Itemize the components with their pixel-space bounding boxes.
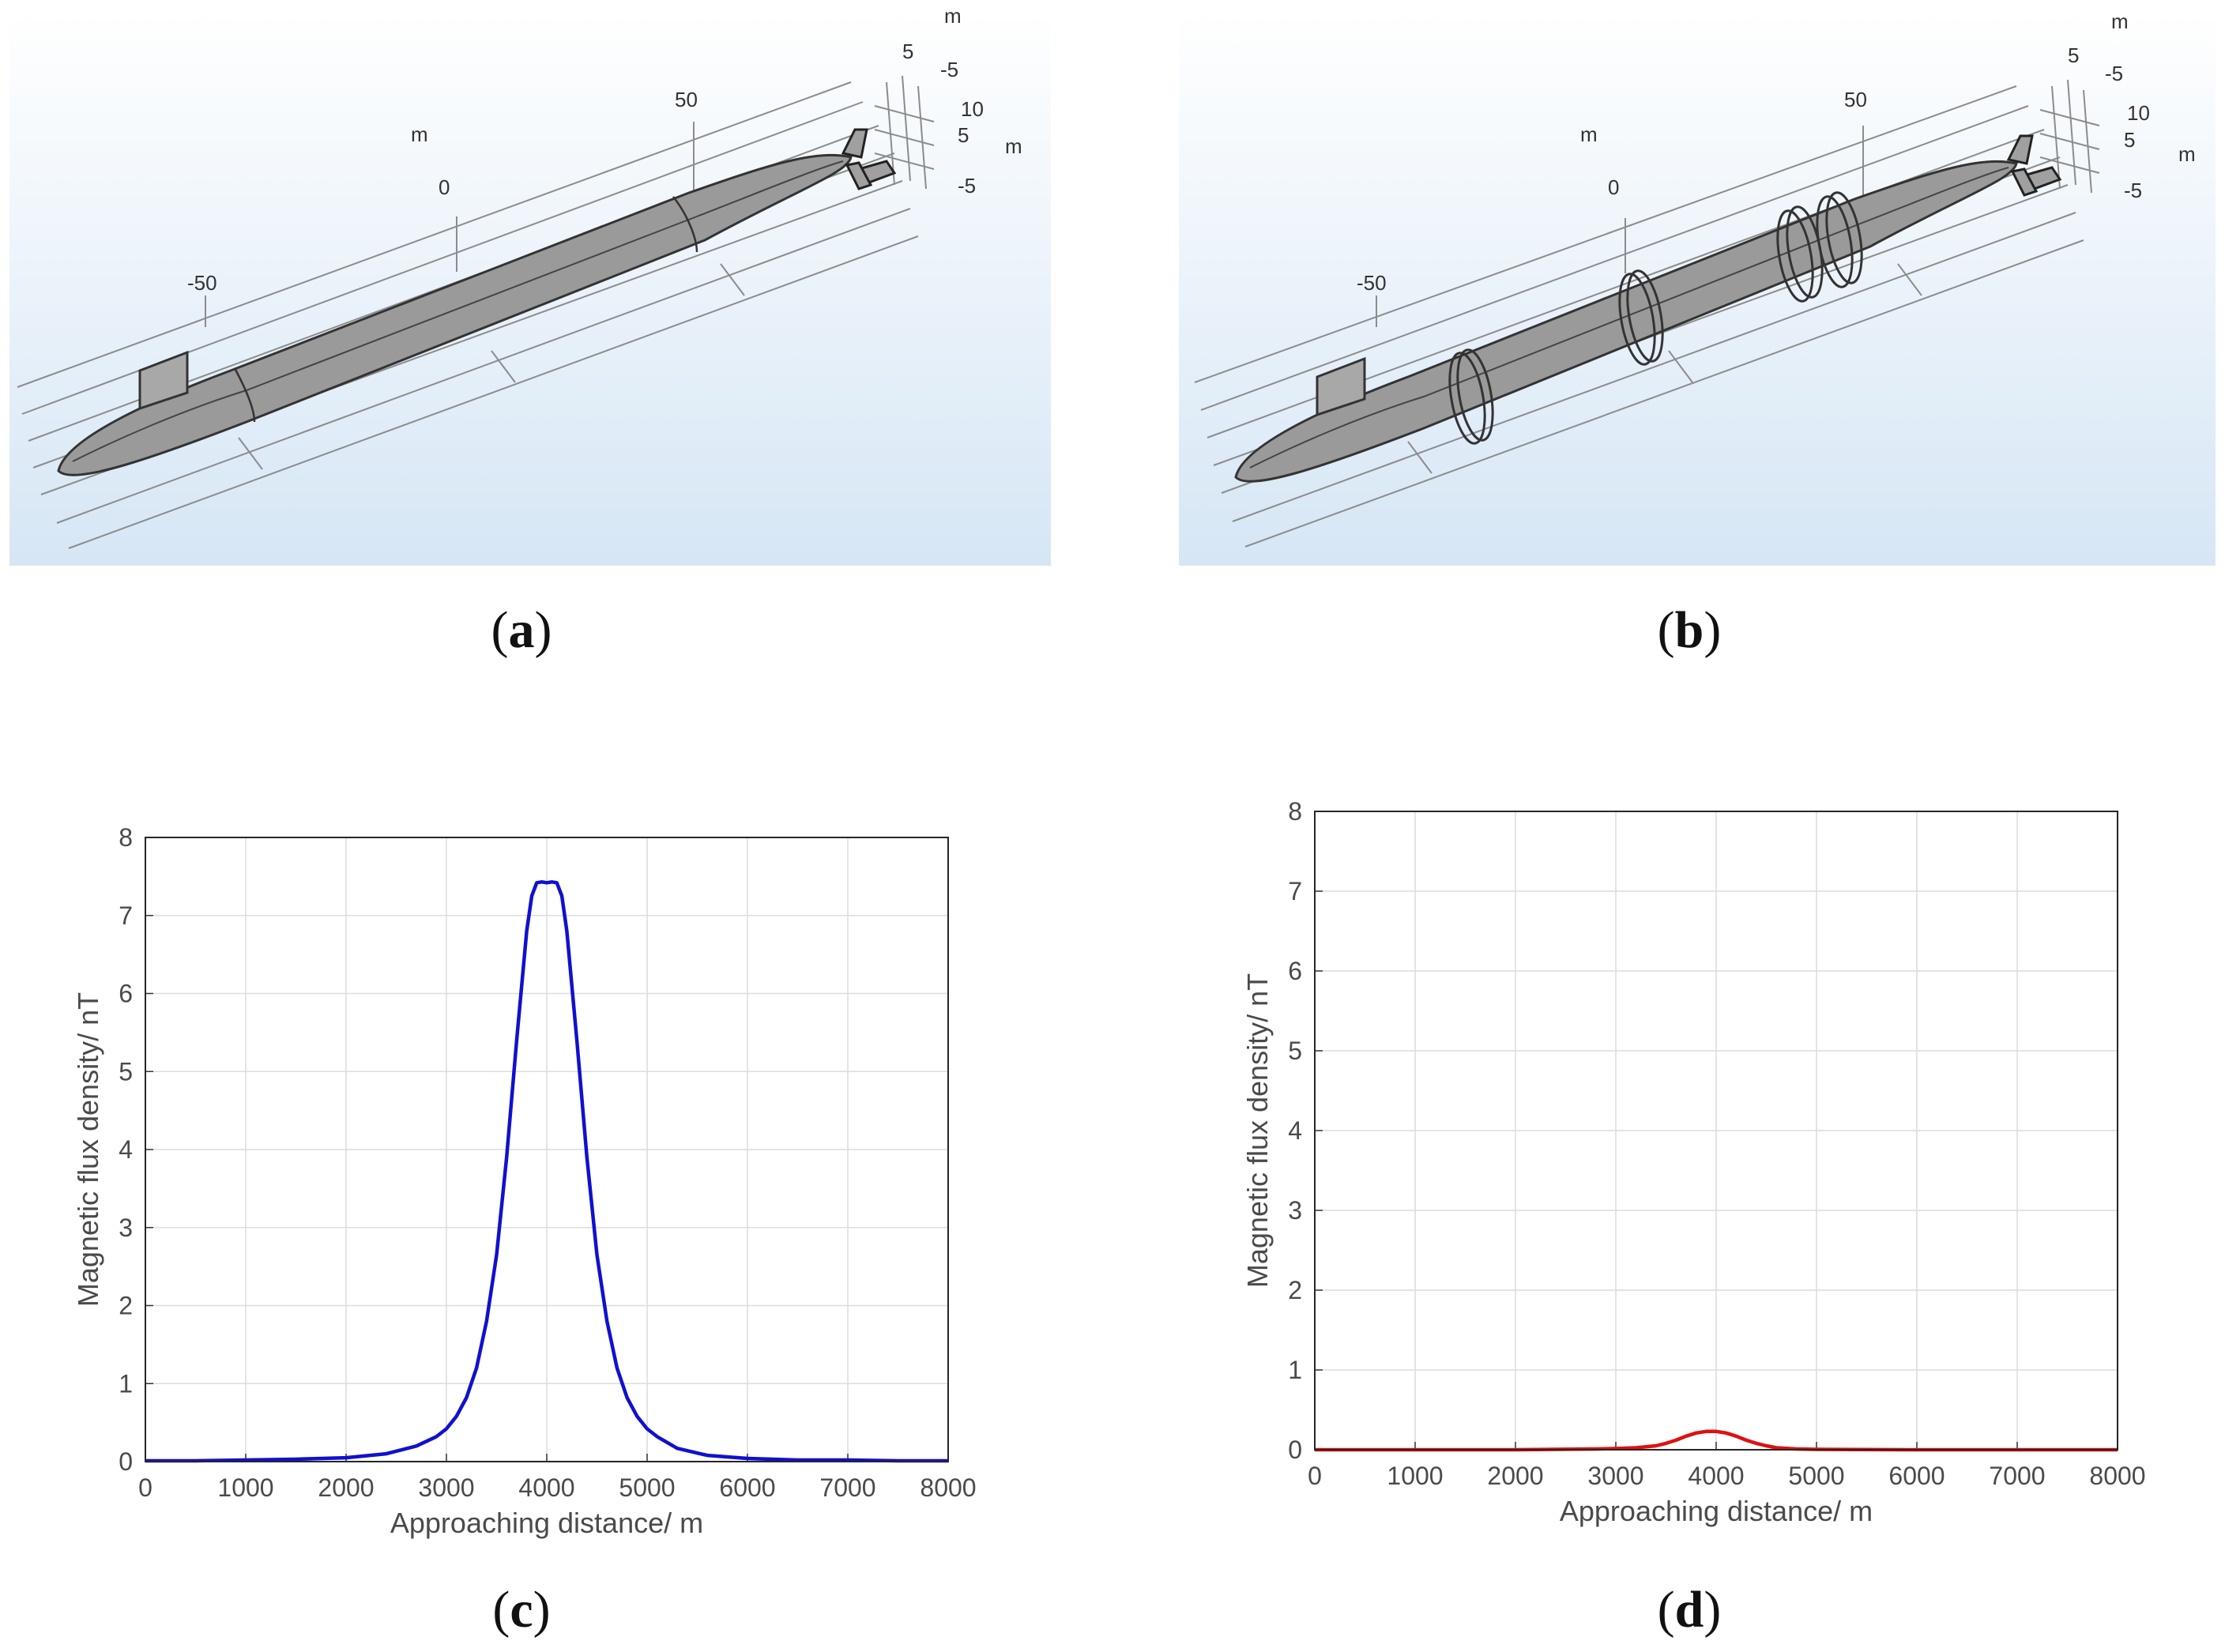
caption-d: (d) bbox=[1657, 1581, 1722, 1639]
y-tick-label: 6 bbox=[119, 980, 133, 1008]
y-tick-label: 6 bbox=[1288, 957, 1302, 985]
coil-1 bbox=[1448, 352, 1486, 445]
x-tick-label: 2000 bbox=[1487, 1462, 1543, 1490]
x-axis-label: Approaching distance/ m bbox=[1560, 1495, 1873, 1527]
model-y-unit-b: m bbox=[2111, 11, 2129, 33]
model-x-tick-b-1: 0 bbox=[1608, 175, 1619, 199]
y-tick-label: 0 bbox=[119, 1447, 133, 1476]
x-tick-label: 2000 bbox=[318, 1473, 374, 1502]
x-tick-label: 8000 bbox=[2089, 1462, 2145, 1490]
coil-4 bbox=[1626, 269, 1664, 363]
model-x-tick-a-2: 50 bbox=[675, 88, 698, 111]
coil-8 bbox=[1825, 191, 1863, 284]
y-tick-label: 0 bbox=[1288, 1436, 1302, 1464]
panel-a-model-view: -50 0 50 m 5 -5 m 10 5 -5 m bbox=[9, 11, 1051, 566]
degaussing-coils bbox=[1448, 191, 1863, 445]
series-line-0 bbox=[145, 880, 948, 1463]
x-tick-label: 1000 bbox=[1387, 1462, 1443, 1490]
x-tick-label: 7000 bbox=[1989, 1462, 2045, 1490]
y-tick-label: 4 bbox=[1288, 1116, 1302, 1145]
coil-5 bbox=[1776, 209, 1814, 303]
y-tick-label: 2 bbox=[119, 1292, 133, 1320]
model-x-tick-a-1: 0 bbox=[439, 175, 450, 199]
coil-7 bbox=[1816, 195, 1854, 288]
x-tick-label: 3000 bbox=[418, 1473, 474, 1502]
y-tick-label: 5 bbox=[1288, 1037, 1302, 1065]
model-y-tick-b-0: 5 bbox=[2068, 43, 2079, 67]
panel-d-chart: 0 1000 2000 3000 4000 5000 6000 7000 8000 0 1 2 3 4 5 6… bbox=[1241, 797, 2149, 1564]
model-x-tick-b-0: -50 bbox=[1357, 271, 1387, 295]
x-tick-label: 4000 bbox=[518, 1473, 574, 1502]
y-tick-label: 3 bbox=[1288, 1196, 1302, 1225]
model-x-unit-b: m bbox=[1580, 122, 1598, 146]
model-z-unit-a: m bbox=[1005, 134, 1022, 158]
model-x-tick-a-0: -50 bbox=[187, 271, 217, 295]
y-tick-label: 1 bbox=[1288, 1356, 1302, 1384]
y-tick-label: 8 bbox=[119, 823, 133, 852]
x-tick-label: 7000 bbox=[819, 1473, 875, 1502]
model-z-tick-b-1: 5 bbox=[2124, 128, 2135, 152]
model-y-unit-a: m bbox=[944, 11, 962, 28]
submarine-hull-b bbox=[1234, 134, 2062, 483]
x-tick-label: 5000 bbox=[619, 1473, 675, 1502]
x-axis-label: Approaching distance/ m bbox=[390, 1507, 703, 1539]
model-z-tick-a-1: 5 bbox=[958, 123, 969, 147]
y-tick-label: 2 bbox=[1288, 1276, 1302, 1304]
x-tick-label: 5000 bbox=[1788, 1462, 1844, 1490]
y-tick-label: 3 bbox=[119, 1214, 133, 1242]
y-axis-label: Magnetic flux density/ nT bbox=[1241, 973, 1274, 1288]
y-tick-label: 8 bbox=[1288, 797, 1302, 826]
coil-2 bbox=[1456, 348, 1494, 442]
submarine-hull-a bbox=[57, 128, 897, 476]
y-tick-label: 4 bbox=[119, 1135, 133, 1164]
model-z-tick-a-2: -5 bbox=[958, 174, 976, 198]
panel-c-chart: 0 1000 2000 3000 4000 5000 6000 7000 8000 0 1 2 3 4 5 6… bbox=[71, 814, 980, 1564]
model-y-tick-a-0: 5 bbox=[902, 40, 913, 63]
y-tick-label: 7 bbox=[1288, 877, 1302, 905]
model-z-tick-a-0: 10 bbox=[961, 97, 984, 121]
model-y-tick-a-1: -5 bbox=[940, 58, 958, 81]
caption-c: (c) bbox=[492, 1581, 551, 1639]
model-x-tick-b-2: 50 bbox=[1844, 88, 1867, 111]
y-tick-label: 1 bbox=[119, 1369, 133, 1398]
x-tick-label: 6000 bbox=[1888, 1462, 1945, 1490]
x-tick-label: 6000 bbox=[719, 1473, 775, 1502]
model-z-tick-b-2: -5 bbox=[2124, 179, 2142, 202]
plot-frame bbox=[145, 837, 949, 1462]
coil-3 bbox=[1618, 273, 1656, 366]
caption-a: (a) bbox=[491, 601, 552, 659]
chart-d-svg: 0 1000 2000 3000 4000 5000 6000 7000 8000 0 1 2 3 4 5 6… bbox=[1241, 797, 2146, 1527]
submarine-model-b: -50 0 50 m 5 -5 m 10 5 -5 m bbox=[1194, 11, 2196, 548]
x-tick-label: 1000 bbox=[217, 1473, 273, 1502]
x-tick-label: 4000 bbox=[1688, 1462, 1744, 1490]
y-tick-label: 7 bbox=[119, 901, 133, 930]
y-tick-label: 5 bbox=[119, 1057, 133, 1086]
model-y-tick-b-1: -5 bbox=[2105, 62, 2123, 85]
x-tick-label: 0 bbox=[1308, 1462, 1322, 1490]
chart-c-svg: 0 1000 2000 3000 4000 5000 6000 7000 8000 0 1 2 3 4 5 6… bbox=[72, 823, 977, 1539]
caption-b: (b) bbox=[1657, 601, 1722, 659]
x-tick-label: 3000 bbox=[1587, 1462, 1643, 1490]
plot-frame bbox=[1314, 811, 2118, 1451]
model-x-unit-a: m bbox=[411, 122, 428, 146]
x-tick-label: 8000 bbox=[920, 1473, 976, 1502]
model-z-tick-b-0: 10 bbox=[2127, 101, 2150, 125]
submarine-model-a: -50 0 50 m 5 -5 m 10 5 -5 m bbox=[17, 11, 1022, 549]
panel-b-model-view: -50 0 50 m 5 -5 m 10 5 -5 m bbox=[1179, 11, 2216, 566]
model-z-unit-b: m bbox=[2178, 142, 2196, 166]
y-axis-label: Magnetic flux density/ nT bbox=[72, 992, 104, 1307]
x-tick-label: 0 bbox=[138, 1473, 152, 1502]
